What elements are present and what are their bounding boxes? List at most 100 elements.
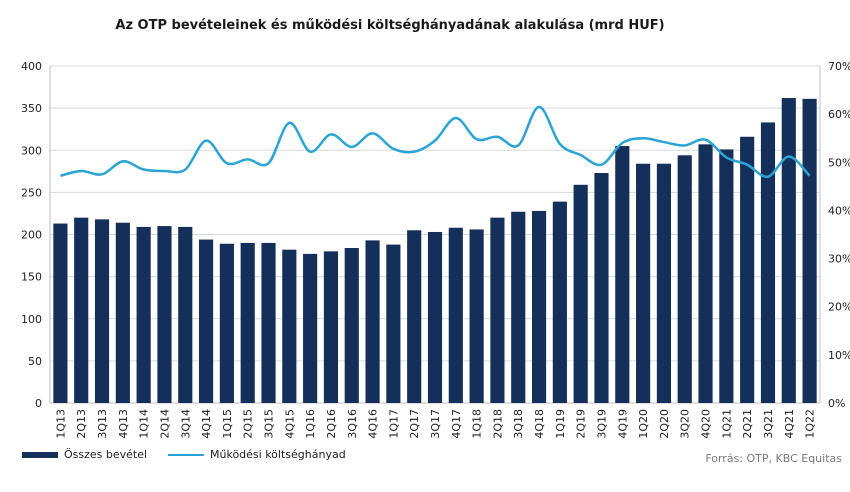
legend-item-line: Működési költséghányad	[168, 448, 346, 461]
y-right-tick-label: 40%	[828, 204, 850, 217]
x-tick-label: 4Q17	[450, 409, 463, 439]
y-left-tick-label: 50	[28, 355, 42, 368]
y-left-tick-label: 400	[21, 60, 42, 73]
x-tick-label: 1Q15	[221, 409, 234, 439]
chart-title: Az OTP bevételeinek és működési költségh…	[115, 18, 665, 33]
x-tick-label: 4Q14	[200, 409, 213, 439]
x-tick-label: 2Q19	[575, 409, 588, 439]
bar	[115, 222, 130, 403]
bar	[427, 231, 443, 403]
x-tick-label: 3Q14	[179, 409, 192, 439]
bar	[636, 163, 651, 403]
legend-line-swatch	[168, 453, 204, 456]
bar	[531, 210, 547, 403]
x-tick-label: 3Q15	[263, 409, 276, 439]
bar	[178, 226, 193, 403]
y-right-tick-label: 50%	[828, 156, 850, 169]
bar	[740, 136, 755, 403]
bar	[802, 98, 817, 404]
x-tick-label: 3Q16	[346, 409, 359, 439]
bar	[698, 144, 713, 404]
x-tick-label: 1Q18	[471, 409, 484, 439]
bar	[344, 247, 359, 403]
x-tick-label: 1Q22	[804, 409, 817, 439]
x-tick-label: 4Q13	[117, 409, 130, 439]
bar	[615, 146, 630, 403]
x-tick-label: 1Q19	[554, 409, 567, 439]
bar	[365, 240, 380, 403]
bar	[282, 249, 297, 403]
bar	[490, 217, 505, 403]
y-left-tick-label: 250	[21, 186, 42, 199]
bar	[199, 239, 214, 403]
bar	[240, 242, 255, 403]
y-right-tick-label: 0%	[828, 397, 845, 410]
x-tick-label: 3Q13	[96, 409, 109, 439]
x-tick-label: 4Q16	[367, 409, 380, 439]
bar	[552, 201, 567, 403]
bar	[573, 184, 588, 403]
y-right-tick-label: 20%	[828, 301, 850, 314]
x-tick-label: 1Q20	[637, 409, 650, 439]
x-tick-label: 4Q18	[533, 409, 546, 439]
x-tick-label: 2Q15	[242, 409, 255, 439]
bar	[94, 219, 110, 403]
bar	[448, 227, 463, 403]
bar	[781, 98, 796, 403]
y-left-tick-label: 300	[21, 144, 42, 157]
y-left-tick-label: 0	[35, 397, 42, 410]
x-tick-label: 2Q21	[741, 409, 754, 439]
x-tick-label: 3Q18	[512, 409, 525, 439]
bar	[469, 229, 484, 403]
x-tick-label: 2Q18	[491, 409, 504, 439]
y-left-tick-label: 100	[21, 313, 42, 326]
bar	[719, 149, 734, 403]
bar	[511, 211, 526, 403]
y-left-tick-label: 150	[21, 271, 42, 284]
bar	[760, 122, 776, 403]
legend-item-bar: Összes bevétel	[22, 448, 147, 461]
x-tick-label: 2Q14	[158, 409, 171, 439]
bar	[303, 253, 318, 403]
x-tick-label: 3Q17	[429, 409, 442, 439]
bar	[594, 172, 609, 403]
x-tick-label: 3Q19	[595, 409, 608, 439]
bar	[677, 155, 692, 403]
cost-ratio-line	[60, 105, 811, 178]
x-tick-label: 2Q13	[75, 409, 88, 439]
x-tick-label: 2Q17	[408, 409, 421, 439]
y-right-tick-label: 60%	[828, 108, 850, 121]
x-tick-label: 4Q21	[783, 409, 796, 439]
y-right-tick-label: 30%	[828, 253, 850, 266]
bar	[53, 223, 68, 403]
y-left-tick-label: 200	[21, 229, 42, 242]
x-tick-label: 4Q20	[700, 409, 713, 439]
x-tick-label: 4Q15	[283, 409, 296, 439]
source-note: Forrás: OTP, KBC Equitas	[705, 452, 842, 465]
x-tick-label: 2Q20	[658, 409, 671, 439]
y-left-tick-label: 350	[21, 102, 42, 115]
x-tick-label: 2Q16	[325, 409, 338, 439]
x-tick-label: 1Q14	[138, 409, 151, 439]
bar	[157, 226, 172, 403]
x-tick-label: 1Q21	[720, 409, 733, 439]
y-right-tick-label: 70%	[828, 60, 850, 73]
y-right-tick-label: 10%	[828, 349, 850, 362]
bar	[386, 244, 401, 403]
bar	[323, 251, 339, 403]
legend-bar-label: Összes bevétel	[64, 448, 148, 461]
bar	[219, 243, 234, 403]
bar	[74, 217, 89, 403]
x-tick-label: 4Q19	[616, 409, 629, 439]
legend-bar-swatch	[22, 451, 58, 458]
bar	[656, 163, 671, 403]
bar	[136, 226, 151, 403]
legend-line-label: Működési költséghányad	[210, 448, 346, 461]
x-tick-label: 1Q17	[387, 409, 400, 439]
x-tick-label: 1Q13	[54, 409, 67, 439]
x-tick-label: 3Q21	[762, 409, 775, 439]
bar	[407, 230, 422, 403]
x-tick-label: 1Q16	[304, 409, 317, 439]
x-tick-label: 3Q20	[679, 409, 692, 439]
